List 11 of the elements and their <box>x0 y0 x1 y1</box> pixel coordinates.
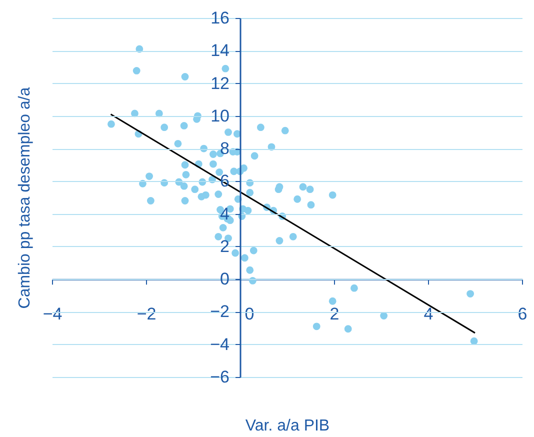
y-tick-label: 16 <box>210 8 230 28</box>
x-axis-title: Var. a/a PIB <box>245 418 330 434</box>
y-tick-label: 12 <box>210 74 230 93</box>
y-tick-label: 14 <box>210 41 230 60</box>
y-axis-title: Cambio pp tasa desempleo a/a <box>16 87 34 309</box>
y-tick-label: −4 <box>210 334 230 354</box>
y-tick-label: 8 <box>220 139 230 158</box>
x-tick-label: −2 <box>136 304 156 324</box>
y-tick-label: −6 <box>210 368 230 386</box>
y-tick-label: 10 <box>210 106 230 126</box>
y-tick-label: 2 <box>220 236 230 256</box>
